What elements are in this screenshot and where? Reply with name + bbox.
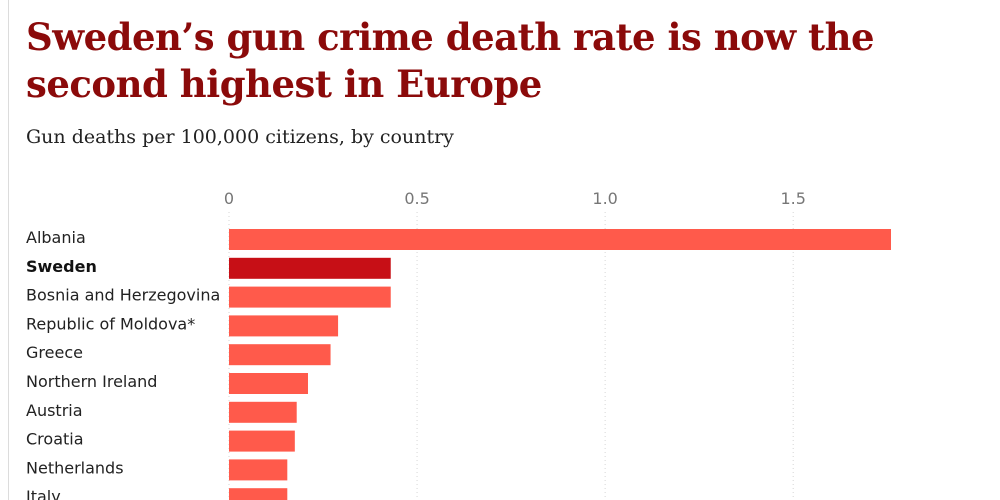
bar (229, 229, 891, 250)
category-label: Austria (26, 401, 83, 420)
category-label: Republic of Moldova* (26, 314, 195, 333)
category-label: Italy (26, 487, 61, 500)
bar-highlighted (229, 257, 391, 279)
chart-title: Sweden’s gun crime death rate is now the… (26, 15, 875, 106)
bar (229, 344, 331, 366)
category-label: Bosnia and Herzegovina (26, 286, 220, 305)
left-divider (8, 0, 9, 500)
category-label: Northern Ireland (26, 372, 157, 391)
chart-subtitle: Gun deaths per 100,000 citizens, by coun… (26, 126, 454, 148)
bar (229, 488, 288, 500)
x-tick-label: 1.0 (592, 189, 617, 208)
bar (229, 373, 308, 394)
category-label: Greece (26, 343, 83, 362)
bar (229, 286, 391, 308)
bar (229, 459, 288, 481)
category-label: Sweden (26, 257, 97, 276)
category-label: Netherlands (26, 458, 124, 477)
bar (229, 401, 297, 423)
x-tick-label: 1.5 (780, 189, 805, 208)
category-label: Croatia (26, 430, 84, 449)
bar (229, 315, 339, 337)
bar (229, 430, 295, 452)
x-tick-label: 0 (224, 189, 234, 208)
x-tick-label: 0.5 (404, 189, 429, 208)
category-label: Albania (26, 228, 86, 247)
